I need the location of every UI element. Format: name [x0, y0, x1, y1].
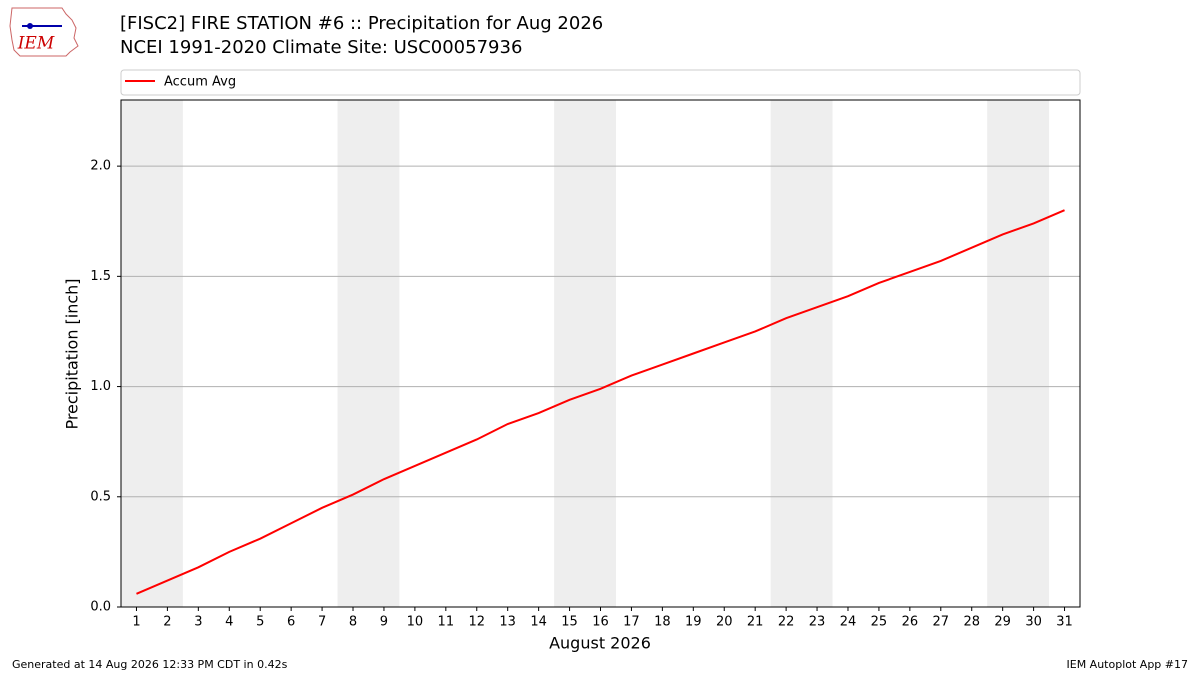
x-tick-label: 21	[747, 615, 764, 630]
x-tick-label: 28	[963, 615, 980, 630]
x-tick-label: 29	[994, 615, 1011, 630]
logo: IEM	[9, 7, 79, 57]
x-tick-label: 4	[225, 615, 233, 630]
x-tick-label: 3	[194, 615, 202, 630]
x-tick-label: 6	[287, 615, 295, 630]
x-axis-label: August 2026	[549, 634, 651, 653]
legend-label: Accum Avg	[164, 75, 236, 90]
x-tick-label: 14	[530, 615, 547, 630]
x-tick-label: 18	[654, 615, 671, 630]
y-tick-label: 0.5	[90, 489, 111, 504]
x-tick-label: 13	[499, 615, 516, 630]
x-tick-label: 10	[407, 615, 424, 630]
x-tick-label: 1	[132, 615, 140, 630]
weekend-band	[987, 100, 1050, 607]
x-tick-label: 23	[809, 615, 826, 630]
x-tick-label: 24	[840, 615, 857, 630]
weekend-band	[770, 100, 833, 607]
line	[136, 209, 1065, 595]
y-axis-label: Precipitation [inch]	[63, 278, 82, 429]
x-tick-label: 31	[1056, 615, 1073, 630]
logo-outline	[9, 7, 79, 57]
x-tick-label: 7	[318, 615, 326, 630]
weekend-band	[554, 100, 616, 607]
x-tick-label: 25	[871, 615, 888, 630]
x-tick-label: 5	[256, 615, 264, 630]
x-tick-label: 17	[623, 615, 640, 630]
x-tick-label: 22	[778, 615, 795, 630]
x-tick-label: 12	[468, 615, 485, 630]
x-tick-label: 16	[592, 615, 609, 630]
footer-right: IEM Autoplot App #17	[1067, 658, 1189, 671]
y-tick-label: 2.0	[90, 159, 111, 174]
y-tick-label: 1.5	[90, 269, 111, 284]
x-tick-label: 8	[349, 615, 357, 630]
x-tick-label: 30	[1025, 615, 1042, 630]
x-tick-label: 19	[685, 615, 702, 630]
x-tick-label: 27	[933, 615, 950, 630]
weekend-band	[337, 100, 400, 607]
footer-left: Generated at 14 Aug 2026 12:33 PM CDT in…	[12, 658, 288, 671]
x-tick-label: 2	[163, 615, 171, 630]
logo-text: IEM	[17, 34, 55, 54]
chart-title: [FISC2] FIRE STATION #6 :: Precipitation…	[120, 13, 603, 34]
y-tick-label: 0.0	[90, 600, 111, 615]
logo-dot	[27, 23, 33, 29]
x-tick-label: 15	[561, 615, 578, 630]
legend-box	[120, 69, 1081, 96]
x-tick-label: 26	[902, 615, 919, 630]
x-tick-label: 20	[716, 615, 733, 630]
chart-subtitle: NCEI 1991-2020 Climate Site: USC00057936	[120, 37, 522, 58]
x-tick-label: 11	[438, 615, 455, 630]
y-tick-label: 1.0	[90, 379, 111, 394]
x-tick-label: 9	[380, 615, 388, 630]
plot-frame	[120, 99, 1081, 608]
weekend-band	[121, 100, 183, 607]
